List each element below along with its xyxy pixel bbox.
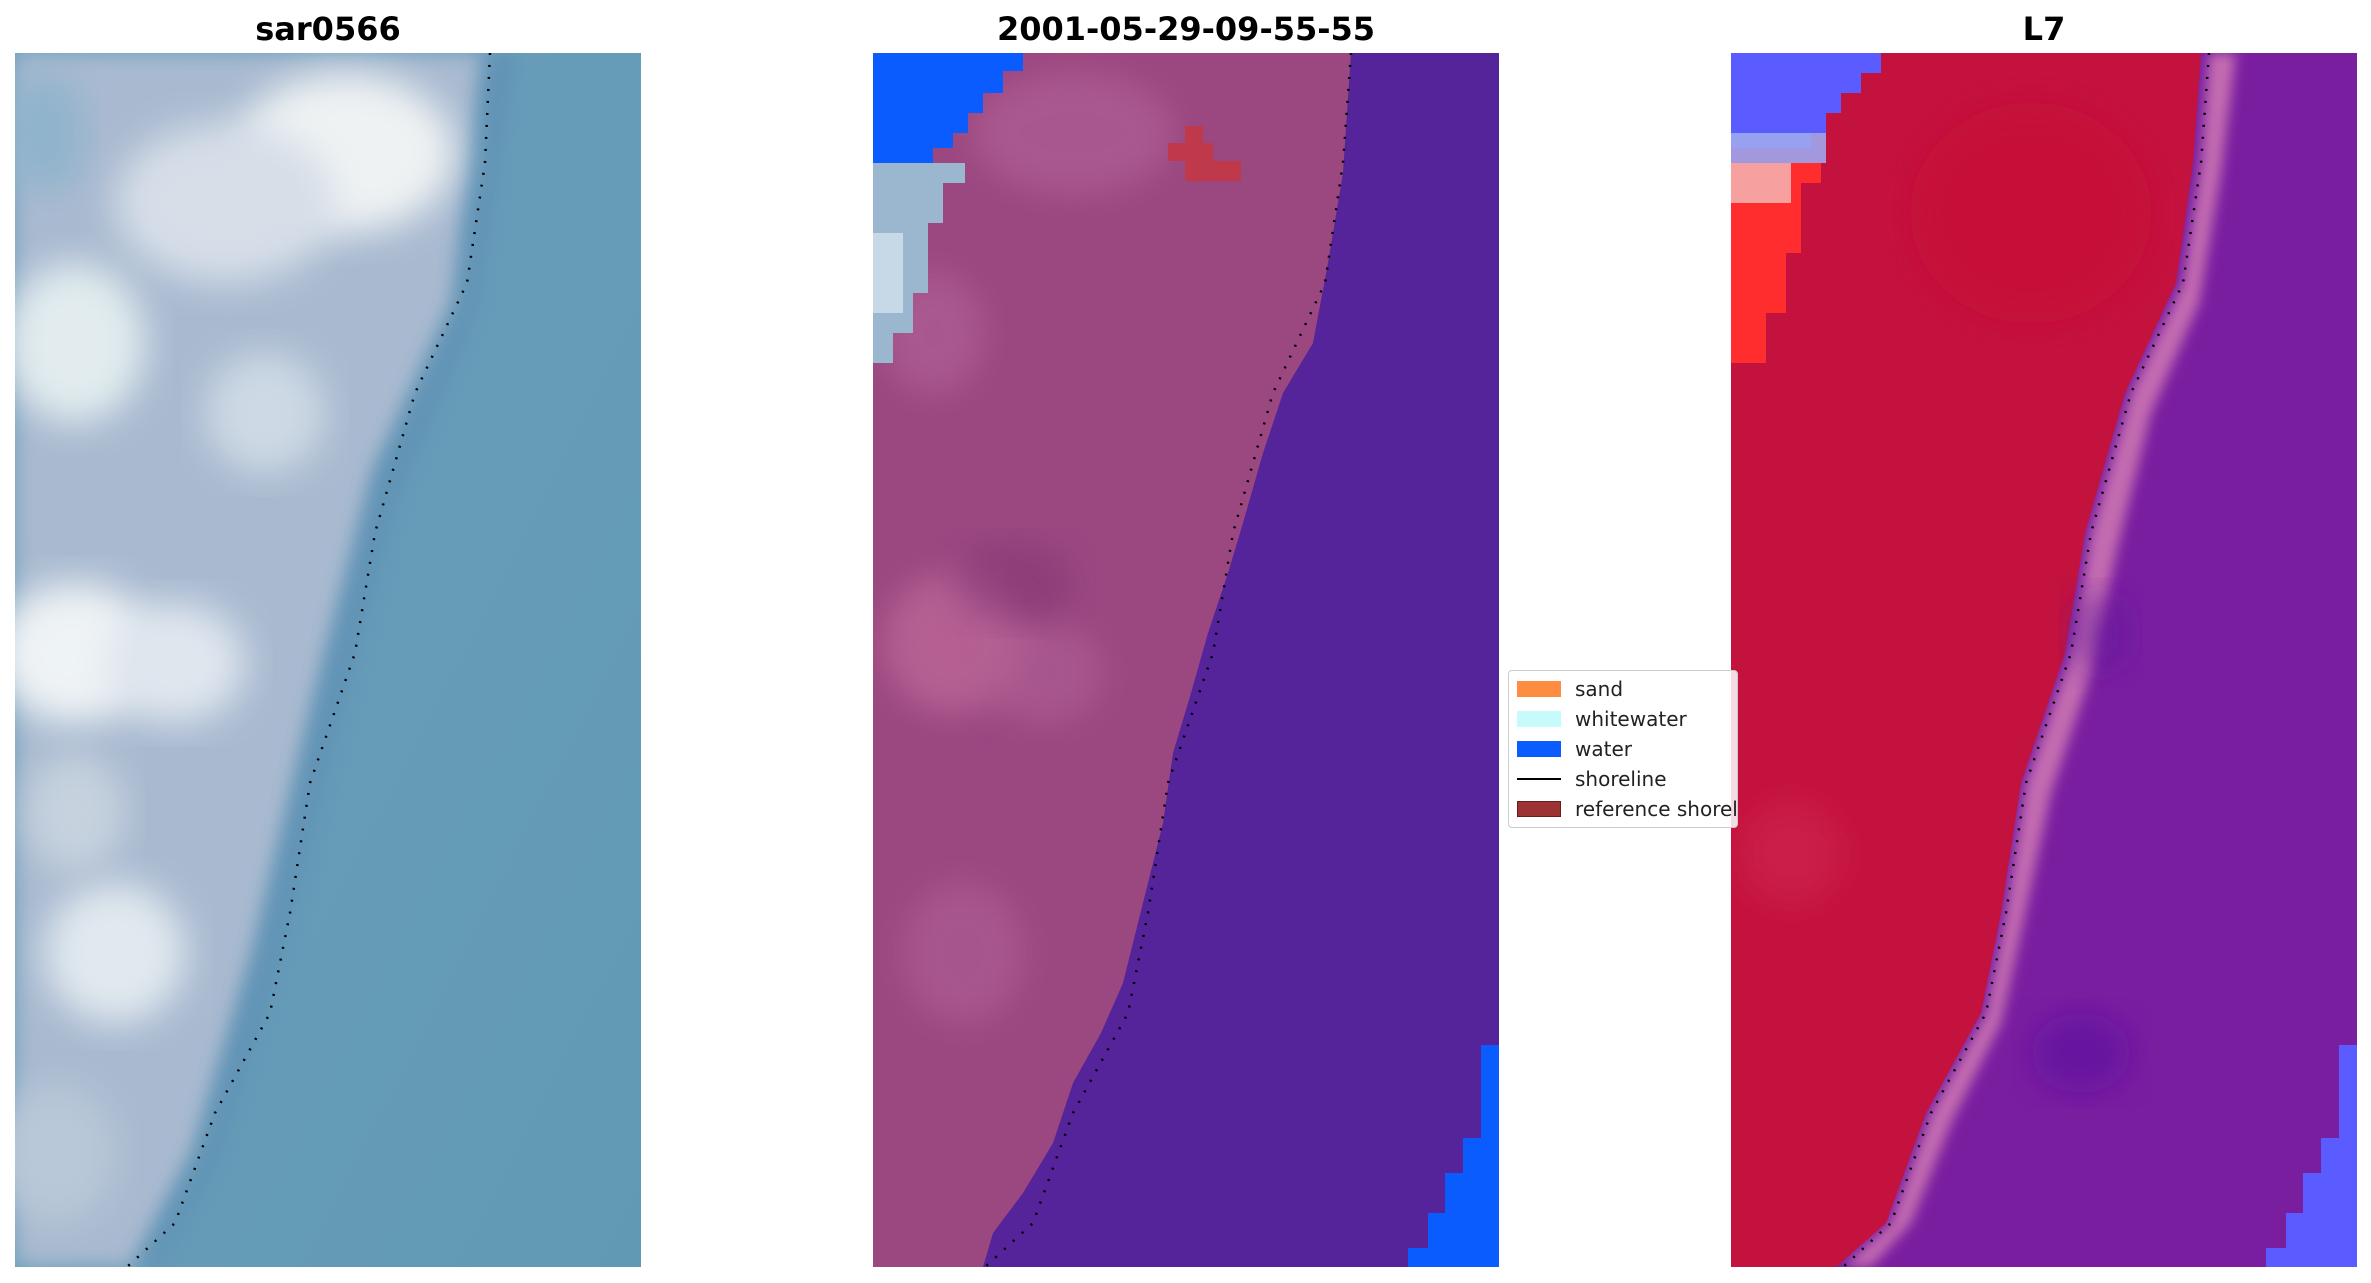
index-image	[1731, 53, 2357, 1267]
index-panel	[1731, 53, 2357, 1267]
blue-area	[1731, 53, 1881, 148]
water-swatch-icon	[1517, 741, 1561, 757]
legend-label: shoreline	[1575, 767, 1667, 791]
panel-title-rgb: sar0566	[255, 10, 401, 48]
land-patch	[903, 883, 1023, 1023]
light-area	[1731, 133, 1826, 163]
legend: sand whitewater water shoreline referenc…	[1508, 670, 1738, 828]
reference-shoreline-swatch-icon	[1517, 801, 1561, 817]
rgb-image	[15, 53, 641, 1267]
land-area	[1731, 53, 2201, 1267]
bright-patch	[205, 353, 325, 473]
legend-item-reference-shoreline: reference shoreline	[1517, 797, 1738, 821]
bright-patch	[25, 753, 125, 873]
legend-item-sand: sand	[1517, 677, 1623, 701]
blue-area	[2266, 1045, 2357, 1267]
legend-label: sand	[1575, 677, 1624, 701]
bright-patch	[15, 1083, 115, 1223]
land-patch-dark	[953, 543, 1073, 623]
legend-item-shoreline: shoreline	[1517, 767, 1667, 791]
rgb-image-panel	[15, 53, 641, 1267]
land-patch	[973, 73, 1173, 193]
panel-title-classification: 2001-05-29-09-55-55	[996, 10, 1376, 48]
land-patch	[1741, 803, 1841, 903]
light-red-area	[1731, 163, 1791, 203]
reference-shoreline-blob	[1168, 126, 1241, 181]
dark-patch	[2071, 593, 2131, 673]
legend-label: water	[1575, 737, 1632, 761]
bright-patch	[15, 263, 145, 423]
shoreline-line-icon	[1517, 771, 1561, 787]
legend-item-water: water	[1517, 737, 1632, 761]
legend-label: reference shoreline	[1575, 797, 1738, 821]
water-area	[873, 53, 1023, 163]
land-patch	[1911, 103, 2151, 323]
legend-item-whitewater: whitewater	[1517, 707, 1687, 731]
classification-image	[873, 53, 1499, 1267]
bright-patch	[105, 603, 245, 723]
whitewater-area	[873, 233, 903, 313]
panel-title-index: L7	[2022, 10, 2066, 48]
bright-red-area	[1731, 163, 1821, 363]
legend-label: whitewater	[1575, 707, 1687, 731]
land-patch	[983, 623, 1103, 723]
dark-patch	[2031, 1013, 2131, 1093]
bright-patch	[115, 123, 335, 283]
whitewater-swatch-icon	[1517, 711, 1561, 727]
classification-panel	[873, 53, 1499, 1267]
wet-band	[133, 53, 515, 1267]
water-area	[1408, 1045, 1499, 1267]
dark-patch	[15, 73, 85, 193]
bright-patch	[45, 883, 185, 1023]
sand-swatch-icon	[1517, 681, 1561, 697]
